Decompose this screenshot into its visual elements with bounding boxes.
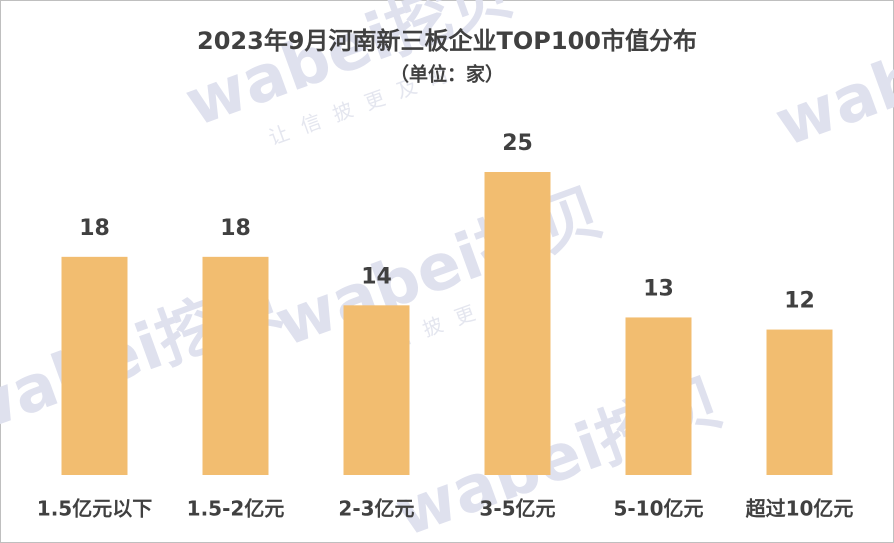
bar [61, 256, 128, 475]
value-label: 18 [220, 216, 251, 241]
value-label: 12 [784, 289, 815, 314]
x-tick-label: 2-3亿元 [338, 497, 414, 521]
value-label: 25 [502, 131, 533, 156]
bar [343, 305, 410, 475]
bar [202, 256, 269, 475]
bar [484, 172, 551, 475]
chart-title: 2023年9月河南新三板企业TOP100市值分布 [197, 27, 697, 55]
x-tick-label: 超过10亿元 [745, 497, 854, 521]
value-label: 14 [361, 264, 392, 289]
chart-subtitle: （单位：家） [390, 63, 504, 86]
x-tick-label: 3-5亿元 [479, 497, 555, 521]
x-tick-label: 1.5-2亿元 [187, 497, 285, 521]
value-label: 18 [79, 216, 110, 241]
bar [625, 317, 692, 475]
x-tick-label: 5-10亿元 [613, 497, 703, 521]
x-tick-label: 1.5亿元以下 [37, 497, 152, 521]
value-label: 13 [643, 276, 674, 301]
bar [766, 329, 833, 475]
